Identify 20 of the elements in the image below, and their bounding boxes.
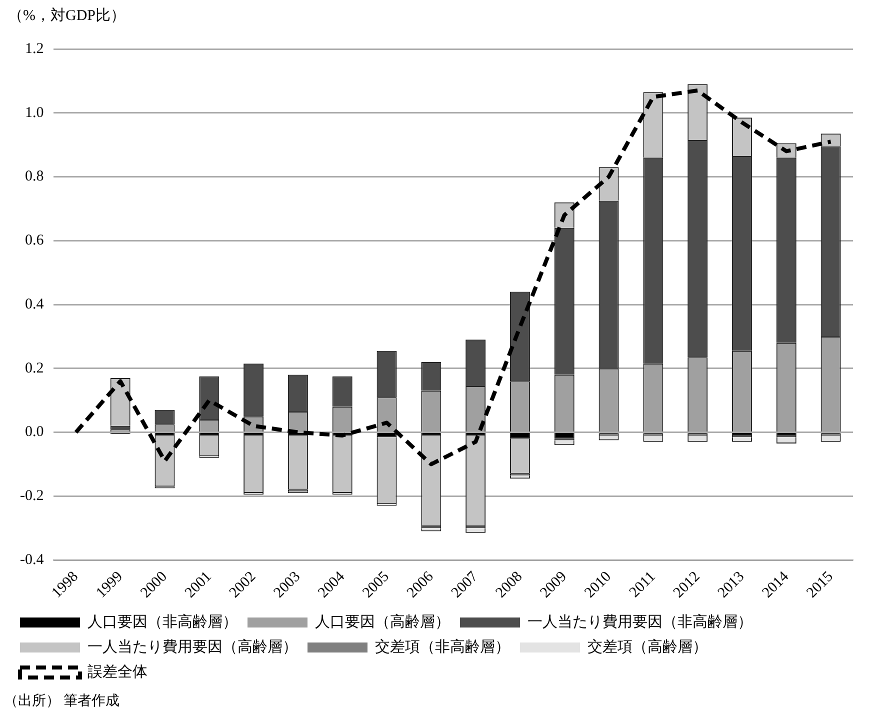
legend-label: 人口要因（非高齢層） <box>88 613 238 630</box>
y-tick-label: -0.2 <box>20 488 44 504</box>
y-tick-label: 0.0 <box>24 424 44 440</box>
y-tick-label: 1.0 <box>24 104 44 121</box>
y-tick-label: 0.4 <box>24 296 44 312</box>
legend-label: 誤差全体 <box>88 663 148 680</box>
legend-label: 一人当たり費用要因（非高齢層） <box>528 613 752 630</box>
y-axis-title: （%，対GDP比） <box>8 6 126 25</box>
y-tick-label: 0.6 <box>24 232 44 249</box>
legend-label: 人口要因（高齢層） <box>315 613 450 630</box>
legend-label: 交差項（非高齢層） <box>375 638 510 656</box>
y-tick-label: 0.2 <box>24 360 44 376</box>
y-tick-label: -0.4 <box>20 552 44 568</box>
y-tick-label: 0.8 <box>24 168 44 185</box>
legend-label: 交差項（高齢層） <box>588 638 708 656</box>
x-tick-label: 1999 <box>93 568 126 602</box>
text: （出所） 筆者作成 <box>4 692 120 710</box>
legend-label: 一人当たり費用要因（高齢層） <box>88 638 298 656</box>
x-tick-label: 2011 <box>626 568 659 601</box>
y-tick-label: 1.2 <box>24 40 44 57</box>
